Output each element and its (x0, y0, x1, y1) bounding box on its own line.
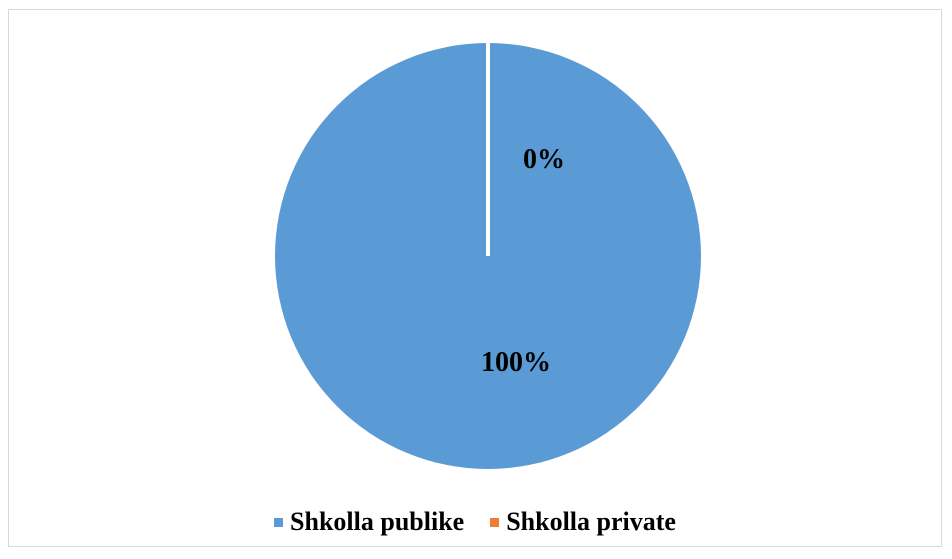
legend-label-shkolla-private: Shkolla private (506, 507, 676, 536)
legend-label-shkolla-publike: Shkolla publike (290, 507, 465, 536)
legend-swatch-shkolla-private (490, 517, 500, 527)
legend-entry-shkolla-publike: Shkolla publike (274, 507, 464, 537)
legend-swatch-shkolla-publike (274, 517, 284, 527)
pie-chart (275, 43, 701, 469)
data-label-shkolla-publike: 100% (481, 347, 551, 378)
legend: Shkolla publike Shkolla private (9, 507, 941, 537)
data-label-shkolla-private: 0% (523, 144, 565, 175)
chart-area: 100% 0% Shkolla publike Shkolla private (8, 9, 942, 547)
legend-entry-shkolla-private: Shkolla private (490, 507, 676, 537)
